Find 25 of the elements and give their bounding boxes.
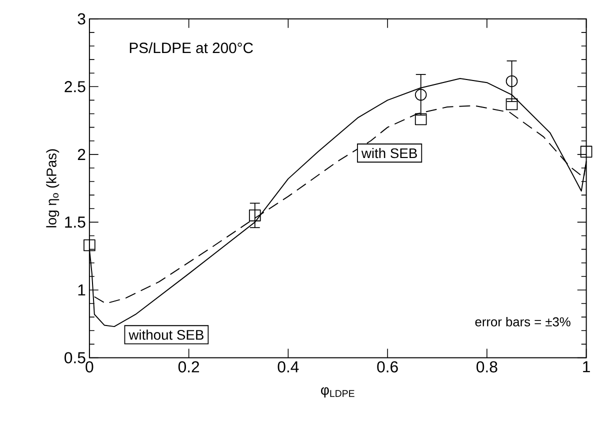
x-tick-label: 0.2 [178,361,200,372]
annotation: with SEB [361,148,417,158]
y-tick-label: 3 [78,13,86,24]
y-tick-label: 0.5 [64,352,86,364]
x-tick-label: 0.6 [377,361,398,372]
point [414,113,427,125]
point [580,146,592,158]
x-tick-label: 0.8 [476,361,498,372]
point [248,209,261,222]
annotation: PS/LDPE at 200°C [130,42,253,53]
y-axis-title: log η$_{o}$ (kPas) [46,149,60,228]
x-tick-label: 0.4 [278,361,299,372]
point [414,88,427,101]
y-tick-label: 2 [78,148,86,160]
point [506,75,518,87]
x-tick-label: 1 [583,361,590,372]
x-axis-title: φ$_{LDPE}$ [321,387,354,398]
x-tick-label: 0 [86,361,94,372]
point [84,239,96,251]
y-tick-label: 2.5 [64,80,86,92]
point [506,98,518,110]
y-tick-label: 1.5 [65,216,86,228]
annotation: without SEB [128,329,204,340]
y-tick-label: 1 [78,284,86,296]
annotation: error bars = ±3% [475,316,570,326]
